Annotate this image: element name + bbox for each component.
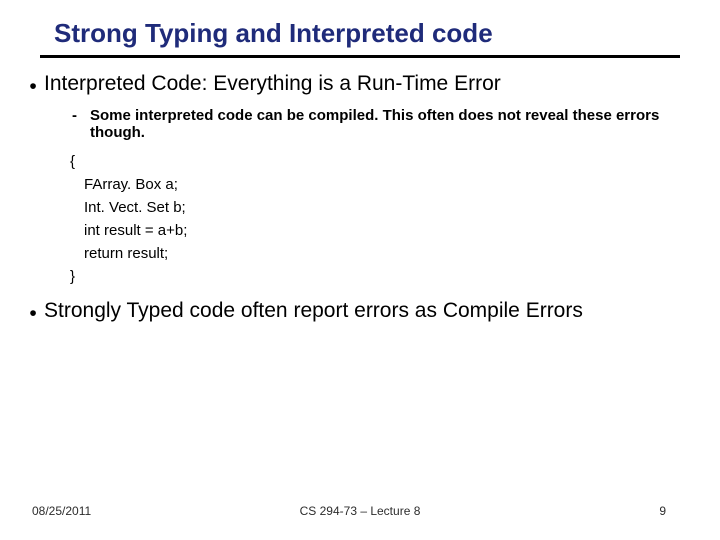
code-line: FArray. Box a; [70, 176, 680, 193]
sub-bullet-text: Some interpreted code can be compiled. T… [90, 107, 680, 141]
sub-bullet-item: - Some interpreted code can be compiled.… [22, 107, 680, 141]
slide-title: Strong Typing and Interpreted code [0, 0, 720, 55]
footer-course: CS 294-73 – Lecture 8 [0, 504, 720, 518]
code-line: } [70, 268, 680, 285]
bullet-marker: • [22, 299, 44, 324]
slide-body: • Interpreted Code: Everything is a Run-… [0, 58, 720, 324]
code-block: { FArray. Box a; Int. Vect. Set b; int r… [22, 141, 680, 285]
bullet-text: Interpreted Code: Everything is a Run-Ti… [44, 72, 680, 96]
sub-bullet-marker: - [72, 107, 90, 124]
code-line: { [70, 153, 680, 170]
bullet-text: Strongly Typed code often report errors … [44, 299, 680, 323]
slide-footer: 08/25/2011 CS 294-73 – Lecture 8 9 [0, 504, 720, 518]
bullet-item: • Strongly Typed code often report error… [22, 299, 680, 324]
bullet-marker: • [22, 72, 44, 97]
code-line: return result; [70, 245, 680, 262]
code-line: Int. Vect. Set b; [70, 199, 680, 216]
code-line: int result = a+b; [70, 222, 680, 239]
slide: Strong Typing and Interpreted code • Int… [0, 0, 720, 540]
bullet-item: • Interpreted Code: Everything is a Run-… [22, 72, 680, 97]
